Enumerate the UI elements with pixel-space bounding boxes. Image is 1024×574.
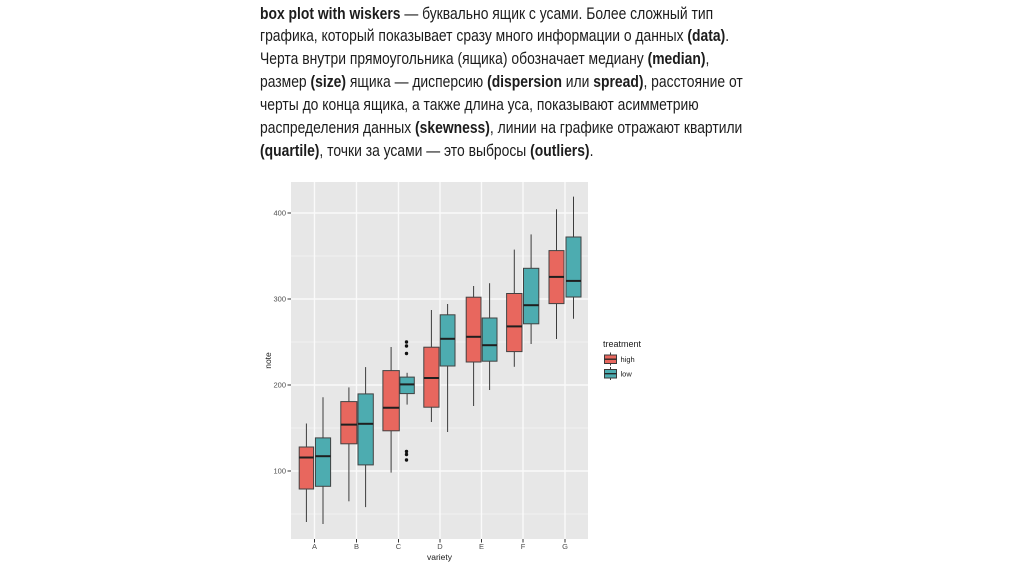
svg-text:high: high (621, 355, 635, 364)
svg-text:note: note (263, 352, 273, 369)
svg-text:B: B (354, 542, 359, 551)
svg-text:E: E (479, 542, 484, 551)
svg-text:G: G (562, 542, 568, 551)
svg-text:400: 400 (273, 209, 286, 218)
svg-text:A: A (312, 542, 317, 551)
svg-text:treatment: treatment (603, 339, 642, 349)
svg-text:300: 300 (273, 295, 286, 304)
svg-text:F: F (521, 542, 526, 551)
svg-text:D: D (437, 542, 443, 551)
svg-text:200: 200 (273, 381, 286, 390)
svg-text:C: C (396, 542, 402, 551)
svg-text:low: low (621, 370, 633, 379)
svg-text:variety: variety (427, 552, 453, 562)
svg-text:100: 100 (273, 467, 286, 476)
